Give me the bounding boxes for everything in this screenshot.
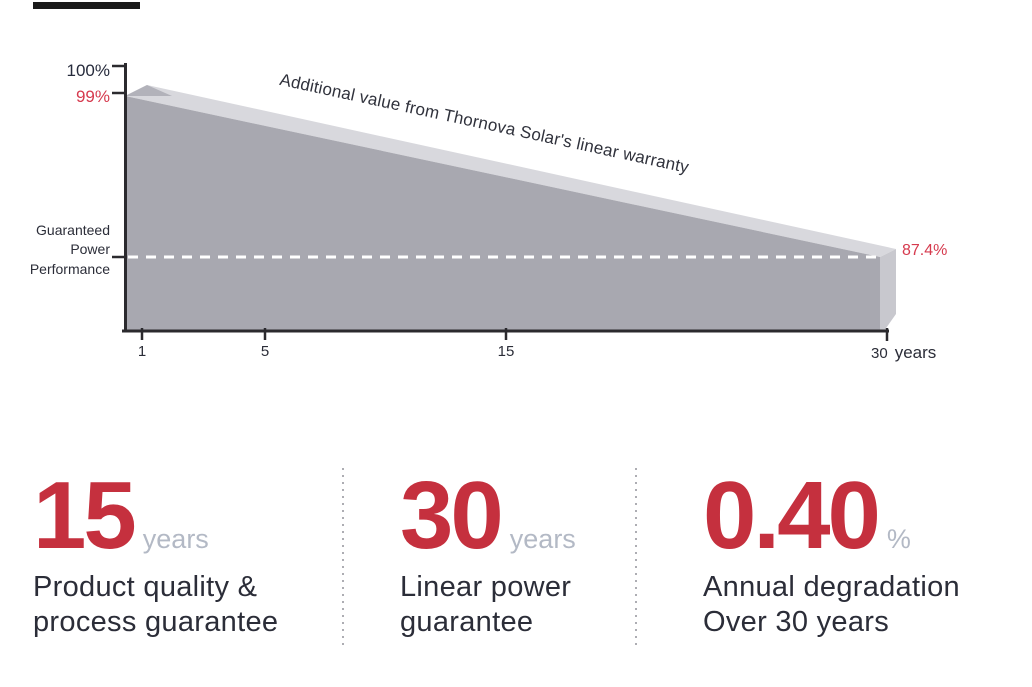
stat-value: 0.40 [703,462,881,569]
stat-unit: years [509,524,576,554]
stat-product-quality: 15 years Product quality & process guara… [33,462,279,640]
stat-linear-power: 30 years Linear power guarantee [400,462,576,640]
stat-divider [635,468,637,648]
y-tick-label-100: 100% [66,61,110,80]
stat-head: 15 years [33,462,278,569]
stat-head: 30 years [400,462,576,569]
stat-annual-degradation: 0.40 % Annual degradation Over 30 years [703,462,960,640]
y-axis-title: Guaranteed Power Performance [29,222,110,277]
wedge-corner-bevel [125,85,172,96]
wedge-side-face [880,249,896,331]
x-tick-label-30-years: 30 years [871,343,936,363]
y-axis-ticks [112,64,127,259]
warranty-wedge-svg [112,63,896,341]
stat-description: Linear power guarantee [400,570,572,639]
x-axis-unit-label: years [894,343,937,362]
stat-description: Product quality & process guarantee [33,570,279,639]
stat-unit: % [886,524,911,554]
stat-value: 30 [400,462,504,569]
x-tick-label-15: 15 [497,343,515,360]
x-axis-ticks [140,328,889,341]
y-tick-label-99: 99% [75,87,110,106]
stat-unit: years [142,524,209,554]
stat-value: 15 [33,462,137,569]
top-black-bar [33,2,140,9]
stat-divider [342,468,344,648]
wedge-top-band [125,85,896,257]
warranty-chart: 100% 99% Guaranteed Power Performance Ad… [29,61,948,363]
stat-description: Annual degradation Over 30 years [703,570,960,639]
end-value-label: 87.4% [902,242,948,259]
x-tick-label-30: 30 [871,345,888,362]
x-tick-label-5: 5 [260,343,270,360]
wedge-front-face [125,96,880,331]
x-tick-label-1: 1 [137,343,147,360]
stat-head: 0.40 % [703,462,960,569]
